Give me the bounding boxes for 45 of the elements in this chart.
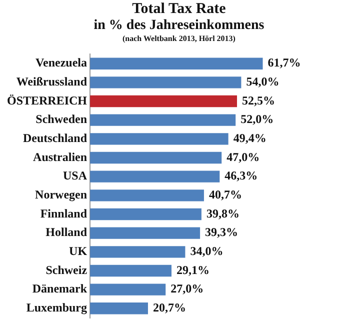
data-label: 39,3%: [205, 225, 238, 240]
bar: [90, 114, 236, 126]
bar: [90, 264, 172, 277]
bar: [90, 133, 228, 145]
y-tick-label: Schweden: [36, 112, 88, 126]
y-tick-label: Luxemburg: [26, 300, 88, 314]
bar: [90, 170, 220, 182]
bar: [90, 58, 263, 70]
bar: [90, 152, 222, 164]
data-label: 20,7%: [152, 300, 186, 314]
y-tick-label: Finnland: [40, 206, 88, 220]
data-label: 47,0%: [226, 150, 260, 164]
data-label: 52,5%: [242, 93, 276, 108]
chart-title: Total Tax Rate: [131, 0, 227, 18]
data-label: 40,7%: [208, 188, 242, 202]
bar: [90, 190, 204, 202]
y-tick-label: Venezuela: [35, 56, 88, 70]
y-tick-label: Deutschland: [23, 131, 88, 146]
chart-subtitle: in % des Jahreseinkommens: [92, 18, 266, 34]
data-label: 27,0%: [170, 282, 204, 296]
data-label: 29,1%: [176, 262, 210, 277]
bar: [90, 302, 148, 314]
data-label: 39,8%: [206, 206, 240, 220]
bar: [90, 95, 238, 108]
data-label: 46,3%: [224, 168, 258, 183]
text: (nach Weltbank 2013, Hörl 2013): [122, 34, 236, 44]
y-tick-label: Australien: [33, 150, 88, 164]
y-tick-label: Weißrussland: [16, 74, 88, 89]
data-label: 34,0%: [190, 244, 224, 258]
y-tick-label: ÖSTERREICH: [6, 93, 88, 108]
bar: [90, 246, 186, 258]
bar: [90, 227, 200, 239]
data-label: 54,0%: [246, 74, 280, 89]
y-tick-label: UK: [69, 244, 88, 258]
bar: [90, 208, 202, 220]
y-tick-label: Holland: [46, 225, 88, 240]
y-tick-label: Norwegen: [35, 188, 88, 202]
bar: [90, 284, 166, 296]
y-tick-label: USA: [63, 168, 88, 183]
bar: [90, 76, 242, 88]
y-tick-label: Schweiz: [46, 262, 88, 277]
data-label: 61,7%: [268, 56, 301, 70]
data-label: 52,0%: [240, 112, 274, 126]
y-tick-label: Dänemark: [32, 282, 88, 296]
data-label: 49,4%: [233, 131, 266, 146]
